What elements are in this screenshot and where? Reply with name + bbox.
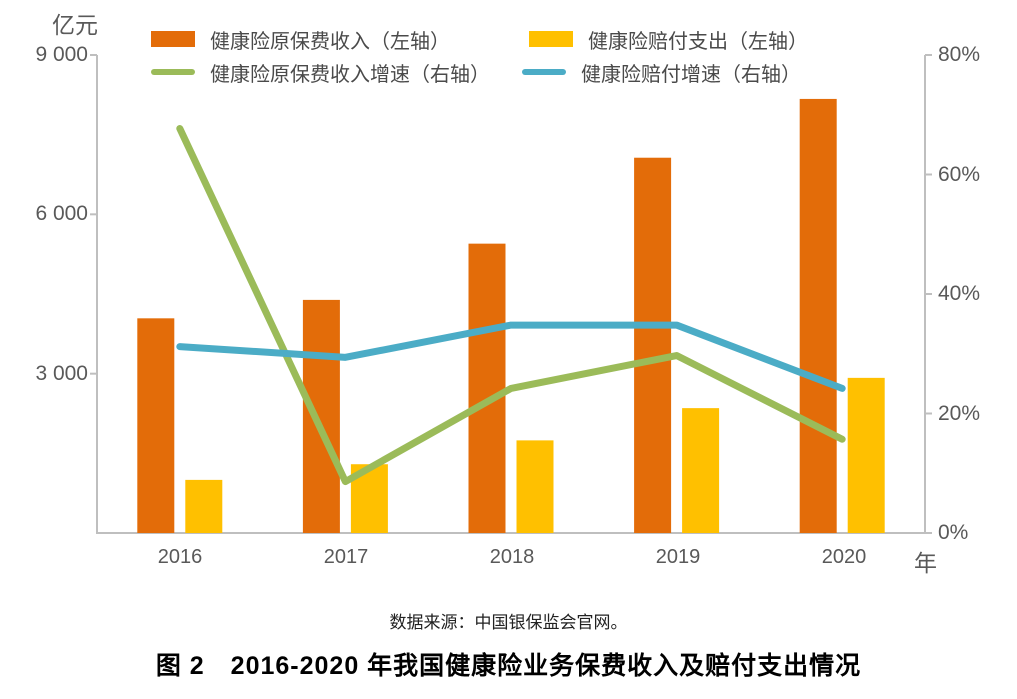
- x-axis-label-2020: 2020: [821, 546, 867, 568]
- left-axis-tick-6000: 6 000: [35, 202, 88, 225]
- legend-label-premium-growth: 健康险原保费收入增速（右轴）: [210, 63, 490, 86]
- legend-item-premium-growth: 健康险原保费收入增速（右轴）: [151, 61, 490, 86]
- x-axis-label-2018: 2018: [489, 546, 535, 568]
- legend-item-premium-income: 健康险原保费收入（左轴）: [151, 28, 450, 53]
- data-source-note: 数据来源：中国银保监会官网。: [389, 613, 628, 632]
- legend-label-claims-payout: 健康险赔付支出（左轴）: [588, 30, 808, 53]
- right-axis-tick-80: 80%: [938, 43, 981, 66]
- legend-item-claims-payout: 健康险赔付支出（左轴）: [529, 28, 808, 53]
- premium-growth-swatch: [151, 69, 195, 75]
- left-axis-tick-9000: 9 000: [35, 43, 88, 66]
- legend-label-premium-income: 健康险原保费收入（左轴）: [210, 30, 450, 53]
- left-axis-tick-3000: 3 000: [35, 362, 88, 385]
- right-axis-tick-0: 0%: [938, 521, 969, 544]
- left-axis-unit-label: 亿元: [52, 13, 98, 38]
- right-axis-tick-20: 20%: [938, 402, 981, 425]
- legend-item-claims-growth: 健康险赔付增速（右轴）: [522, 61, 801, 86]
- claims-payout-swatch: [529, 31, 573, 47]
- x-axis-label-2017: 2017: [323, 546, 369, 568]
- right-axis-tick-60: 60%: [938, 163, 981, 186]
- x-axis-label-2019: 2019: [655, 546, 701, 568]
- right-axis-tick-40: 40%: [938, 282, 981, 305]
- x-axis-label-2016: 2016: [157, 546, 203, 568]
- figure-caption: 图 2 2016-2020 年我国健康险业务保费收入及赔付支出情况: [155, 652, 862, 680]
- claims-growth-swatch: [522, 69, 566, 75]
- premium-income-swatch: [151, 31, 195, 47]
- legend-label-claims-growth: 健康险赔付增速（右轴）: [581, 63, 801, 86]
- x-axis-unit-label: 年: [914, 551, 937, 576]
